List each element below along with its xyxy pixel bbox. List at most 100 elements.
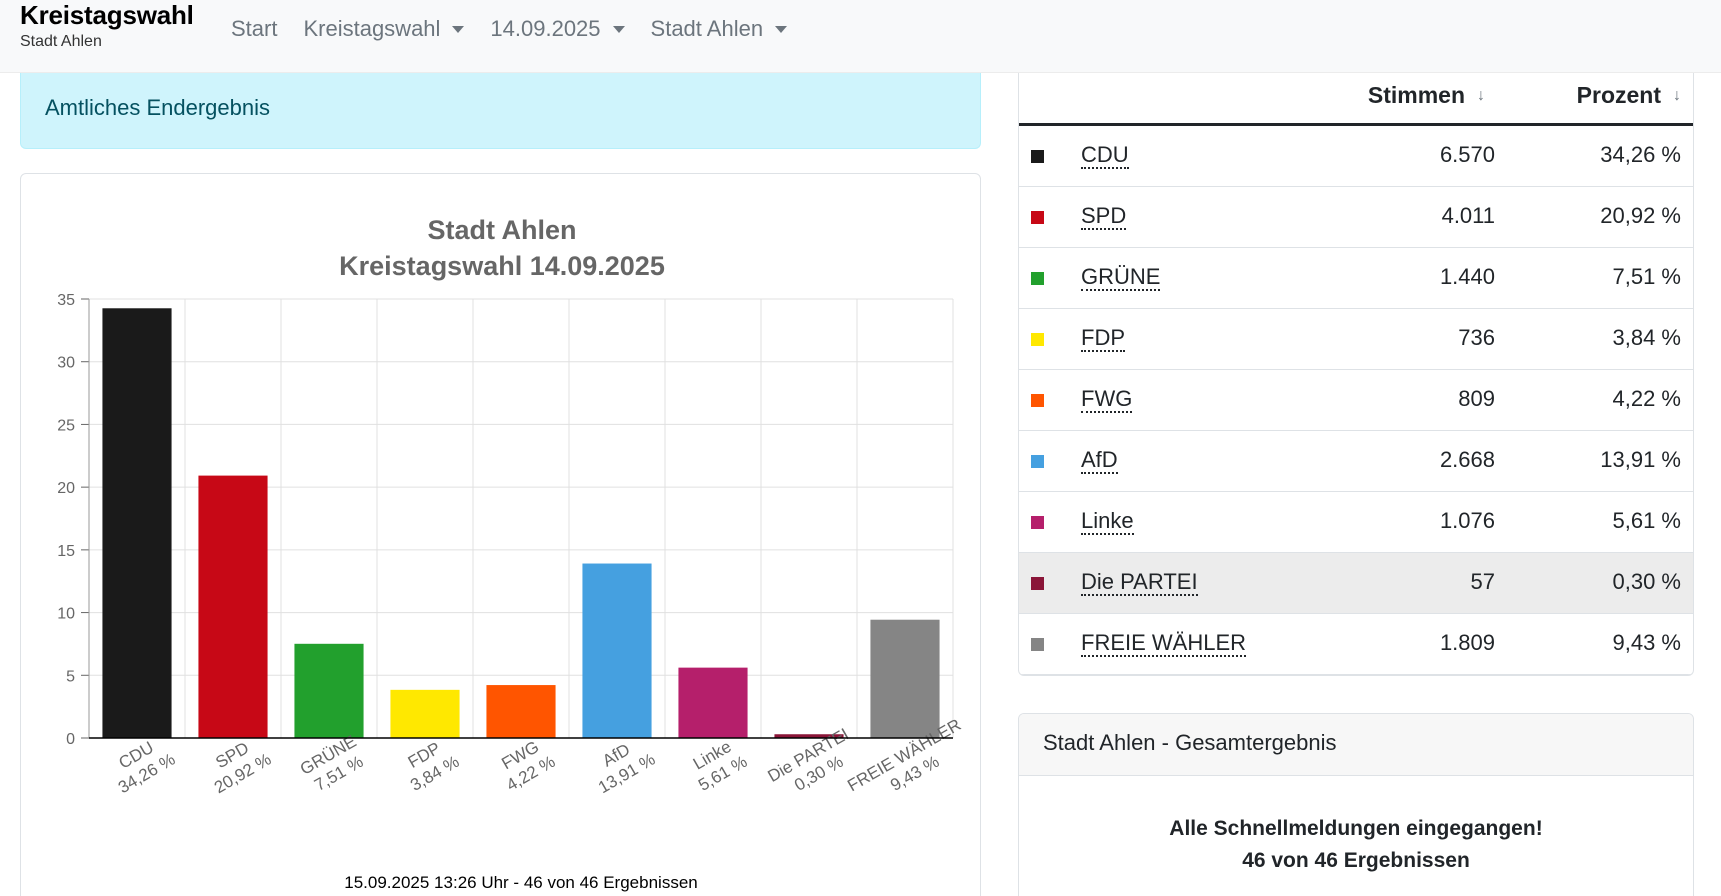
bar[interactable] — [198, 475, 268, 738]
chart-subtitle: Kreistagswahl 14.09.2025 — [339, 251, 665, 281]
party-name[interactable]: SPD — [1081, 203, 1127, 230]
chart-grid — [88, 298, 954, 739]
table-row: FDP 736 3,84 % — [1019, 309, 1693, 370]
percent-cell: 7,51 % — [1612, 264, 1682, 289]
nav-item-start[interactable]: Start — [231, 14, 277, 44]
y-tick-label: 30 — [57, 355, 75, 372]
party-name[interactable]: FWG — [1081, 386, 1133, 413]
caret-down-icon — [612, 25, 625, 33]
caret-down-icon — [775, 25, 788, 33]
party-name[interactable]: GRÜNE — [1081, 264, 1161, 291]
y-tick-label: 5 — [66, 668, 75, 685]
percent-cell: 34,26 % — [1600, 142, 1681, 167]
nav-dropdown-area[interactable]: Stadt Ahlen — [651, 14, 788, 44]
summary-body: Alle Schnellmeldungen eingegangen! 46 vo… — [1019, 776, 1693, 877]
votes-cell: 809 — [1458, 386, 1495, 411]
table-header: Stimmen ↓ Prozent ↓ — [1019, 73, 1693, 126]
percent-cell: 9,43 % — [1612, 630, 1682, 655]
votes-cell: 2.668 — [1439, 447, 1495, 472]
votes-cell: 6.570 — [1439, 142, 1495, 167]
bar[interactable] — [294, 643, 364, 738]
table-row: Linke 1.076 5,61 % — [1019, 492, 1693, 553]
y-tick-label: 15 — [57, 543, 75, 560]
chart-card: Stadt Ahlen Kreistagswahl 14.09.2025 0 5 1… — [20, 173, 981, 896]
percent-cell: 20,92 % — [1600, 203, 1681, 228]
sort-down-icon: ↓ — [1477, 86, 1485, 104]
nav-dropdown-date[interactable]: 14.09.2025 — [490, 14, 625, 44]
chart-footer: 15.09.2025 13:26 Uhr - 46 von 46 Ergebni… — [344, 873, 697, 892]
table-row: GRÜNE 1.440 7,51 % — [1019, 248, 1693, 309]
nav-dropdown-election[interactable]: Kreistagswahl — [303, 14, 465, 44]
bar[interactable] — [774, 734, 844, 738]
summary-header: Stadt Ahlen - Gesamtergebnis — [1019, 714, 1693, 776]
party-name[interactable]: CDU — [1081, 142, 1129, 169]
navbar: Kreistagswahl Stadt Ahlen Start Kreistag… — [0, 0, 1721, 73]
party-name[interactable]: AfD — [1081, 447, 1118, 474]
party-color-swatch — [1031, 577, 1044, 590]
summary-count: 46 von 46 Ergebnissen — [1242, 849, 1470, 872]
chart-title: Stadt Ahlen — [427, 215, 576, 245]
party-name[interactable]: Die PARTEI — [1081, 569, 1198, 596]
y-tick-label: 20 — [57, 480, 75, 497]
results-table: Stimmen ↓ Prozent ↓ CDU 6.570 34,26 % SPD 4.… — [1018, 73, 1694, 676]
percent-cell: 5,61 % — [1612, 508, 1682, 533]
party-color-swatch — [1031, 394, 1044, 407]
percent-cell: 3,84 % — [1612, 325, 1682, 350]
party-color-swatch — [1031, 638, 1044, 651]
sort-by-votes-header[interactable]: Stimmen ↓ — [1368, 82, 1485, 109]
bar[interactable] — [102, 308, 172, 738]
bar[interactable] — [678, 667, 748, 738]
nav-item-label: 14.09.2025 — [490, 16, 601, 41]
y-tick-label: 0 — [66, 731, 75, 748]
nav-item-label: Stadt Ahlen — [650, 16, 764, 41]
votes-cell: 1.440 — [1439, 264, 1495, 289]
bar[interactable] — [486, 685, 556, 738]
party-color-swatch — [1031, 516, 1044, 529]
percent-cell: 0,30 % — [1612, 569, 1682, 594]
caret-down-icon — [452, 25, 465, 33]
y-axis: 0 5 10 15 20 25 30 35 — [57, 292, 90, 748]
header-percent-label: Prozent — [1576, 82, 1661, 108]
y-tick-label: 25 — [57, 417, 75, 434]
party-name[interactable]: FDP — [1081, 325, 1125, 352]
table-row: FWG 809 4,22 % — [1019, 370, 1693, 431]
percent-cell: 13,91 % — [1600, 447, 1681, 472]
party-color-swatch — [1031, 272, 1044, 285]
table-body: CDU 6.570 34,26 % SPD 4.011 20,92 % GRÜNE 1.440… — [1019, 126, 1693, 675]
party-color-swatch — [1031, 211, 1044, 224]
percent-cell: 4,22 % — [1612, 386, 1682, 411]
party-name[interactable]: FREIE WÄHLER — [1081, 630, 1247, 657]
votes-cell: 736 — [1458, 325, 1495, 350]
alert-text: Amtliches Endergebnis — [45, 95, 271, 120]
bar[interactable] — [870, 619, 940, 738]
brand-subtitle: Stadt Ahlen — [20, 33, 102, 50]
bar-chart: Stadt Ahlen Kreistagswahl 14.09.2025 0 5 1… — [57, 215, 964, 892]
brand[interactable]: Kreistagswahl Stadt Ahlen — [20, 0, 194, 52]
votes-cell: 1.076 — [1439, 508, 1495, 533]
brand-title[interactable]: Kreistagswahl — [20, 0, 194, 30]
party-color-swatch — [1031, 150, 1044, 163]
header-votes-label: Stimmen — [1367, 82, 1465, 108]
nav-menu: Start Kreistagswahl 14.09.2025 Stadt Ahl… — [231, 14, 813, 44]
votes-cell: 57 — [1470, 569, 1495, 594]
summary-card: Stadt Ahlen - Gesamtergebnis Alle Schnel… — [1018, 713, 1694, 896]
party-name[interactable]: Linke — [1081, 508, 1134, 535]
sort-by-percent-header[interactable]: Prozent ↓ — [1577, 82, 1681, 109]
bar[interactable] — [390, 689, 460, 738]
table-row: AfD 2.668 13,91 % — [1019, 431, 1693, 492]
party-color-swatch — [1031, 455, 1044, 468]
nav-item-label: Kreistagswahl — [303, 16, 441, 41]
nav-item-label: Start — [231, 16, 278, 41]
sort-down-icon: ↓ — [1673, 86, 1681, 104]
bar[interactable] — [582, 563, 652, 738]
table-row: CDU 6.570 34,26 % — [1019, 126, 1693, 187]
votes-cell: 1.809 — [1439, 630, 1495, 655]
table-row: FREIE WÄHLER 1.809 9,43 % — [1019, 614, 1693, 675]
party-color-swatch — [1031, 333, 1044, 346]
